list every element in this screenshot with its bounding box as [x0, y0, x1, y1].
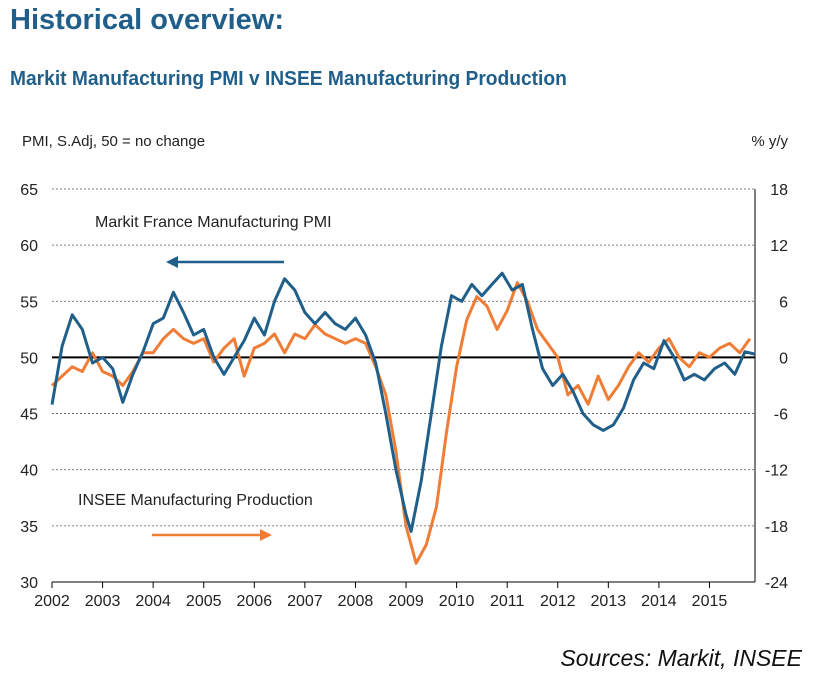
x-tick-label: 2003	[85, 593, 121, 610]
y-right-tick-label: -12	[765, 463, 788, 480]
y-left-tick-label: 65	[20, 182, 38, 199]
sources-note: Sources: Markit, INSEE	[560, 645, 802, 671]
pmi-annotation-label: Markit France Manufacturing PMI	[95, 214, 332, 231]
y-left-tick-label: 45	[20, 407, 38, 424]
x-tick-label: 2011	[490, 593, 525, 610]
y-right-tick-label: 18	[770, 182, 788, 199]
y-left-tick-label: 50	[20, 350, 38, 367]
y-right-tick-label: 0	[779, 350, 788, 367]
left-axis-label: PMI, S.Adj, 50 = no change	[22, 133, 206, 150]
pmi-series-line	[50, 271, 756, 533]
y-left-tick-label: 35	[20, 519, 38, 536]
page-title: Historical overview:	[10, 4, 284, 36]
chart-canvas: 30 35 40 45 50 55 60 65 -24 -18 -12 -6 0 6 12 18 2002 200…	[20, 182, 788, 610]
x-tick-label: 2013	[591, 593, 627, 610]
x-tick-label: 2008	[338, 593, 374, 610]
y-right-tick-label: -24	[765, 575, 788, 592]
y-right-tick-label: 12	[770, 238, 788, 255]
insee-arrow-head	[260, 529, 272, 541]
x-tick-label: 2010	[439, 593, 475, 610]
x-tick-label: 2014	[641, 593, 677, 610]
y-left-tick-label: 30	[20, 575, 38, 592]
x-tick-label: 2007	[287, 593, 323, 610]
y-left-tick-label: 40	[20, 463, 38, 480]
pmi-arrow-head	[166, 256, 178, 268]
insee-annotation-label: INSEE Manufacturing Production	[78, 492, 313, 509]
x-tick-label: 2004	[135, 593, 171, 610]
chart-subtitle: Markit Manufacturing PMI v INSEE Manufac…	[10, 68, 567, 90]
x-tick-label: 2015	[692, 593, 728, 610]
y-right-tick-label: -18	[765, 519, 788, 536]
y-left-tick-label: 55	[20, 294, 38, 311]
insee-series-line	[50, 281, 752, 565]
x-tick-label: 2002	[34, 593, 70, 610]
y-right-tick-label: -6	[774, 407, 788, 424]
y-left-tick-label: 60	[20, 238, 38, 255]
right-axis-label: % y/y	[751, 133, 788, 150]
y-right-tick-label: 6	[779, 294, 788, 311]
x-tick-label: 2012	[540, 593, 576, 610]
x-tick-label: 2009	[388, 593, 424, 610]
x-tick-label: 2006	[237, 593, 273, 610]
x-tick-label: 2005	[186, 593, 222, 610]
